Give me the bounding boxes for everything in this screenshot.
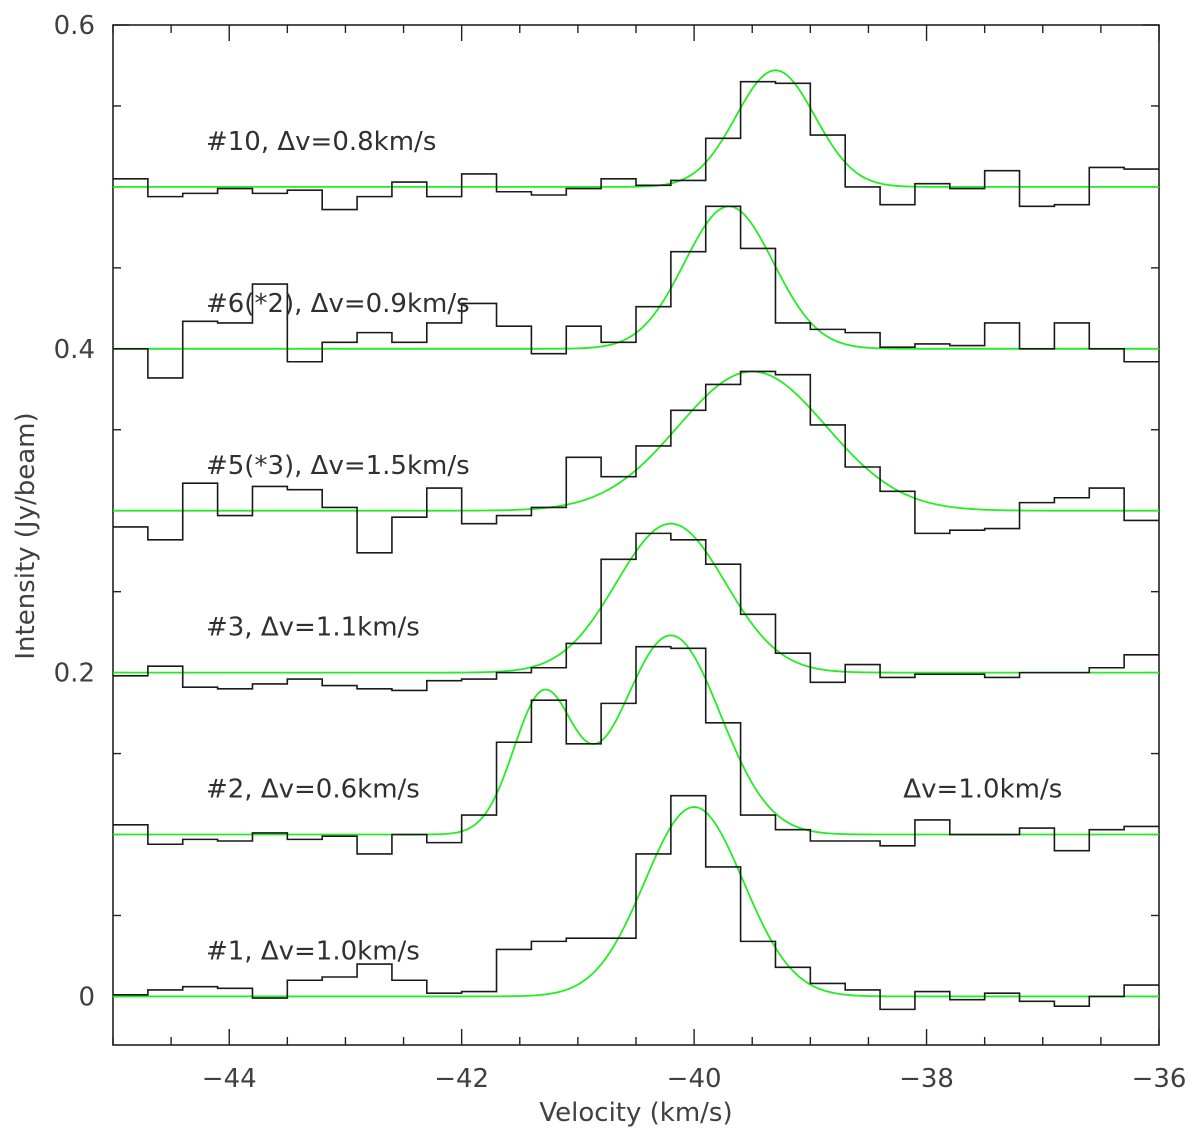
fit-curve-3 [113,370,1159,512]
spectrum-labels: #10, Δv=0.8km/s #6(*2), Δv=0.9km/s #5(*3),… [206,127,1062,967]
x-tick-label: −38 [899,1064,954,1094]
observed-spectrum-4 [113,532,1159,692]
y-tick-label: 0.4 [54,335,95,365]
observed-spectrum-3 [113,370,1159,554]
spectrum-label: #3, Δv=1.1km/s [206,613,420,643]
observed-spectra [113,80,1159,1011]
x-axis-title: Velocity (km/s) [539,1098,732,1128]
y-tick-label: 0.6 [54,11,95,41]
y-axis-title: Intensity (Jy/beam) [11,412,41,659]
observed-spectrum-5 [113,645,1159,855]
spectrum-label: #5(*3), Δv=1.5km/s [206,451,470,481]
y-tick-label: 0.2 [54,659,95,689]
x-tick-label: −40 [667,1064,722,1094]
axis-ticks: −44 −42 −40 −38 −36 0 0.2 0.4 0.6 [54,11,1187,1094]
x-tick-label: −36 [1132,1064,1187,1094]
x-tick-label: −44 [202,1064,257,1094]
x-tick-label: −42 [434,1064,489,1094]
observed-spectrum-1 [113,80,1159,211]
observed-spectrum-6 [113,794,1159,1011]
annotation-label: Δv=1.0km/s [903,775,1062,805]
observed-spectrum-2 [113,205,1159,379]
spectrum-label: #2, Δv=0.6km/s [206,775,420,805]
y-tick-label: 0 [78,982,95,1012]
spectrum-label: #10, Δv=0.8km/s [206,127,436,157]
spectrum-label: #1, Δv=1.0km/s [206,936,420,966]
spectrum-label: #6(*2), Δv=0.9km/s [206,289,470,319]
